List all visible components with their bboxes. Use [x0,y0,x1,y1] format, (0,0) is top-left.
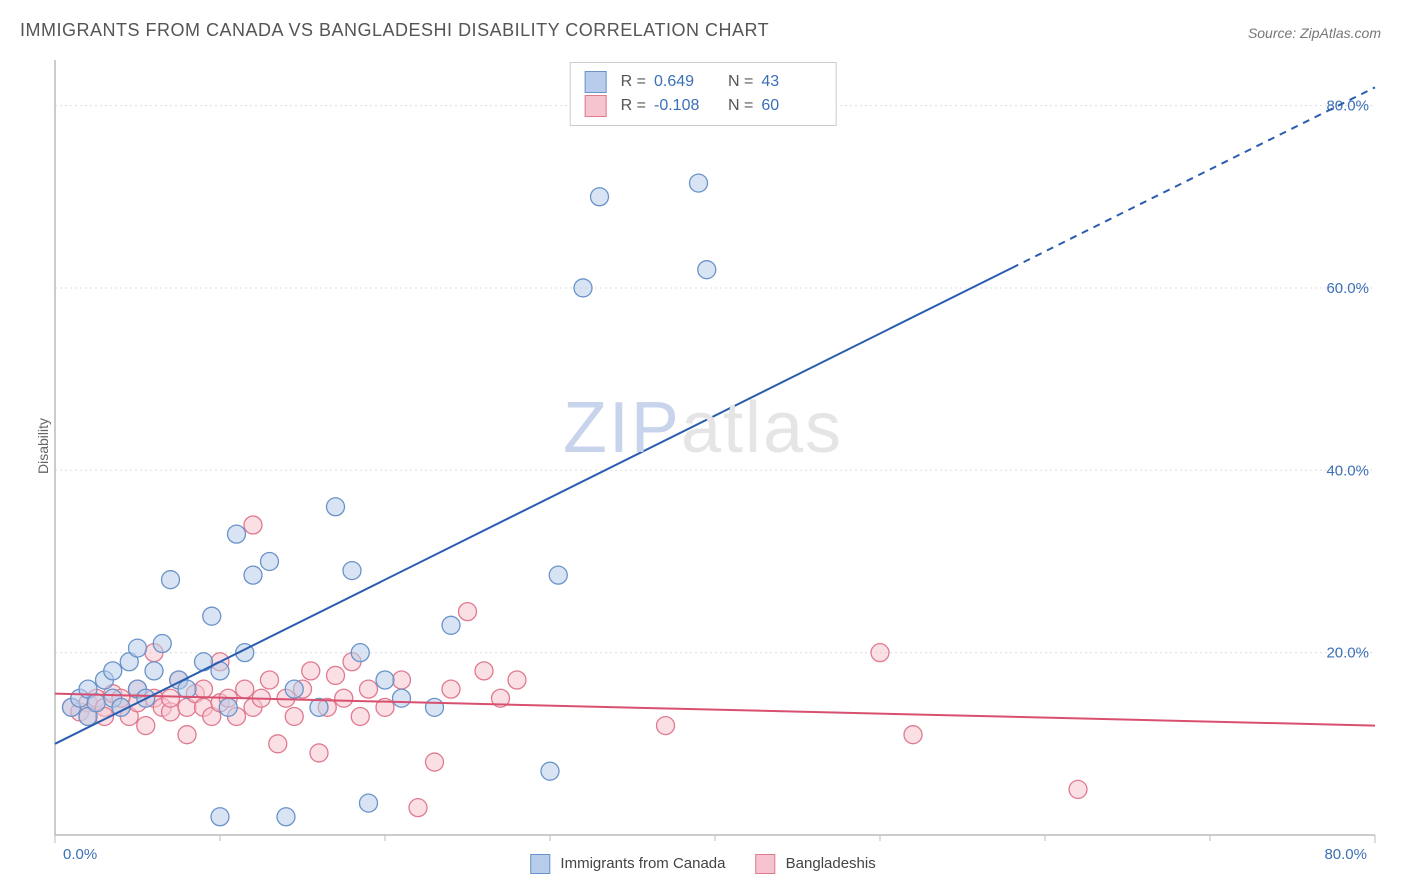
legend-swatch-1 [585,71,607,93]
chart-title: IMMIGRANTS FROM CANADA VS BANGLADESHI DI… [20,20,769,41]
scatter-plot: 20.0% 40.0% 60.0% 80.0% 0.0% 80.0% [0,0,1406,892]
svg-text:80.0%: 80.0% [1324,846,1367,863]
r-label: R = [621,73,646,91]
r-label: R = [621,97,646,115]
svg-text:0.0%: 0.0% [63,846,97,863]
legend-swatch-series2 [755,854,775,874]
legend-swatch-series1 [530,854,550,874]
svg-text:40.0%: 40.0% [1326,462,1369,479]
legend-label-1: Immigrants from Canada [560,855,725,872]
svg-text:60.0%: 60.0% [1326,280,1369,297]
legend-stats: R = 0.649 N = 43 R = -0.108 N = 60 [570,62,837,126]
svg-text:20.0%: 20.0% [1326,645,1369,662]
legend-series: Immigrants from Canada Bangladeshis [530,854,875,874]
n-value-1: 43 [761,73,821,91]
legend-item-1: Immigrants from Canada [530,854,725,874]
n-value-2: 60 [761,97,821,115]
legend-row-series2: R = -0.108 N = 60 [585,95,822,117]
source-label: Source: ZipAtlas.com [1248,25,1381,41]
n-label: N = [728,97,753,115]
r-value-2: -0.108 [654,97,714,115]
y-axis-label: Disability [35,418,51,474]
n-label: N = [728,73,753,91]
legend-item-2: Bangladeshis [755,854,875,874]
r-value-1: 0.649 [654,73,714,91]
svg-text:80.0%: 80.0% [1326,98,1369,115]
legend-label-2: Bangladeshis [786,855,876,872]
legend-row-series1: R = 0.649 N = 43 [585,71,822,93]
legend-swatch-2 [585,95,607,117]
